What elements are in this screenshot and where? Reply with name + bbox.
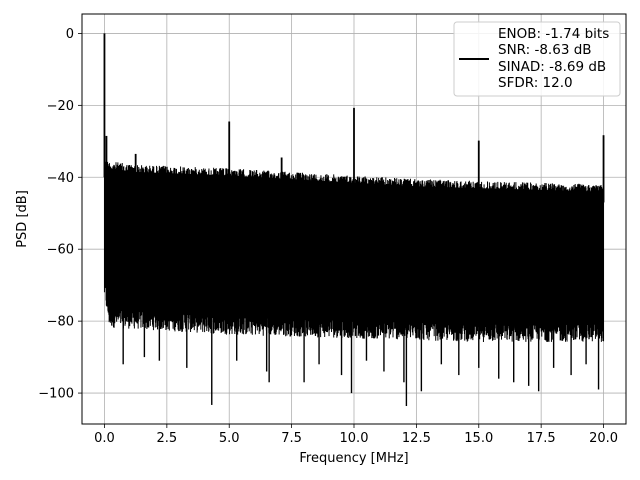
y-tick-label: −80 [47, 315, 74, 330]
x-tick-label: 17.5 [527, 431, 556, 446]
x-tick-label: 7.5 [281, 431, 302, 446]
y-axis-label: PSD [dB] [15, 190, 30, 248]
y-tick-label: −40 [47, 171, 74, 186]
x-tick-label: 12.5 [402, 431, 431, 446]
legend-entry-sinad: SINAD: -8.69 dB [498, 59, 606, 75]
x-tick-label: 15.0 [464, 431, 493, 446]
x-axis-label: Frequency [MHz] [299, 451, 408, 466]
series-psd-noise-band [104, 166, 604, 325]
legend-box [453, 21, 621, 97]
y-tick-label: −100 [38, 387, 74, 402]
legend-entry-sfdr: SFDR: 12.0 [498, 75, 573, 91]
x-tick-label: 5.0 [219, 431, 240, 446]
x-tick-label: 0.0 [94, 431, 115, 446]
x-tick-label: 10.0 [340, 431, 369, 446]
x-tick-label: 2.5 [157, 431, 178, 446]
x-tick-label: 20.0 [589, 431, 618, 446]
axis-ticks: 0.0 2.5 5.0 7.5 10.0 12.5 15.0 17.5 20.0 0 −20 −40 −… [38, 27, 618, 446]
y-tick-label: −20 [47, 99, 74, 114]
y-tick-label: −60 [47, 243, 74, 258]
legend-entry-enob: ENOB: -1.74 bits [498, 26, 609, 42]
y-tick-label: 0 [66, 27, 74, 42]
legend-entry-snr: SNR: -8.63 dB [498, 42, 592, 58]
series-psd [103, 33, 605, 407]
legend: ENOB: -1.74 bits SNR: -8.63 dB SINAD: -8… [453, 21, 621, 97]
